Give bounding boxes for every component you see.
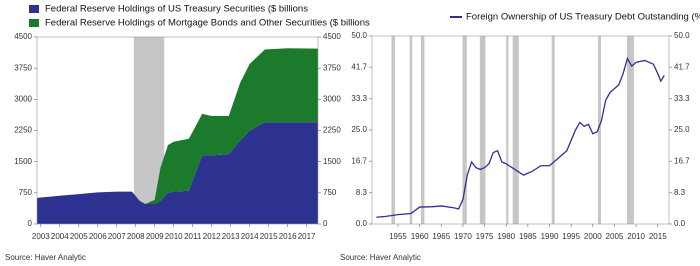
y-tick-label-right: 3000 <box>323 94 341 103</box>
recession-band <box>462 36 467 224</box>
recession-band <box>420 36 425 224</box>
legend-label: Federal Reserve Holdings of US Treasury … <box>45 4 308 15</box>
y-tick-label: 25.0 <box>351 125 367 134</box>
x-tick-label: 2009 <box>146 232 164 241</box>
y-tick-label-right: 1500 <box>323 157 341 166</box>
y-tick-label-right: 0.0 <box>674 219 686 228</box>
y-tick-label-right: 8.3 <box>674 188 686 197</box>
y-tick-label: 8.3 <box>356 188 368 197</box>
legend-swatch <box>29 19 39 27</box>
line <box>376 56 665 218</box>
y-tick-label-right: 50.0 <box>674 31 690 40</box>
y-tick-label-right: 16.7 <box>674 156 690 165</box>
x-tick-label: 1980 <box>497 232 515 241</box>
x-tick-label: 2010 <box>165 232 183 241</box>
recession-band <box>597 36 602 224</box>
x-tick-label: 1975 <box>476 232 494 241</box>
x-tick-label: 2016 <box>279 232 297 241</box>
y-tick-label-right: 3750 <box>323 63 341 72</box>
x-tick-label: 1990 <box>541 232 559 241</box>
recession-band <box>409 36 413 224</box>
x-tick-label: 2008 <box>127 232 145 241</box>
y-tick-label: 1500 <box>14 157 32 166</box>
x-tick-label: 2004 <box>51 232 69 241</box>
source-note: Source: Haver Analytic <box>5 253 86 262</box>
recession-band <box>479 36 486 224</box>
legend-swatch <box>29 5 39 13</box>
x-tick-label: 2012 <box>203 232 221 241</box>
recession-band <box>506 36 509 224</box>
y-tick-label: 16.7 <box>351 156 367 165</box>
x-tick-label: 2005 <box>70 232 88 241</box>
y-tick-label: 3000 <box>14 94 32 103</box>
x-tick-label: 2005 <box>606 232 624 241</box>
legend-label: Foreign Ownership of US Treasury Debt Ou… <box>466 12 700 23</box>
y-tick-label: 50.0 <box>351 31 367 40</box>
area <box>37 48 318 205</box>
x-tick-label: 2015 <box>649 232 667 241</box>
x-tick-label: 2007 <box>108 232 126 241</box>
x-tick-label: 2003 <box>32 232 50 241</box>
y-tick-label: 41.7 <box>351 62 367 71</box>
x-tick-label: 2006 <box>89 232 107 241</box>
legend-label: Federal Reserve Holdings of Mortgage Bon… <box>45 18 370 29</box>
source-note: Source: Haver Analytic <box>340 253 421 262</box>
recession-band <box>551 36 555 224</box>
area <box>37 122 318 224</box>
recession-band <box>627 36 634 224</box>
x-tick-label: 1965 <box>432 232 450 241</box>
y-tick-label: 4500 <box>14 32 32 41</box>
y-tick-label: 3750 <box>14 63 32 72</box>
x-tick-label: 1995 <box>562 232 580 241</box>
y-tick-label: 0.0 <box>356 219 368 228</box>
y-tick-label: 0 <box>28 219 33 228</box>
x-tick-label: 2014 <box>241 232 259 241</box>
y-tick-label-right: 25.0 <box>674 125 690 134</box>
y-tick-label-right: 2250 <box>323 126 341 135</box>
x-tick-label: 2013 <box>222 232 240 241</box>
plot-frame <box>371 35 670 225</box>
y-tick-label-right: 41.7 <box>674 62 690 71</box>
x-tick-label: 1970 <box>454 232 472 241</box>
y-tick-label-right: 4500 <box>323 32 341 41</box>
x-tick-label: 1960 <box>411 232 429 241</box>
recession-band <box>391 36 395 224</box>
y-tick-label-right: 33.3 <box>674 94 690 103</box>
recession-band <box>512 36 519 224</box>
x-tick-label: 2000 <box>584 232 602 241</box>
y-tick-label-right: 750 <box>323 188 337 197</box>
y-tick-label: 750 <box>19 188 33 197</box>
x-tick-label: 2010 <box>627 232 645 241</box>
x-tick-label: 2011 <box>184 232 202 241</box>
y-tick-label-right: 0 <box>323 219 328 228</box>
x-tick-label: 1985 <box>519 232 537 241</box>
x-tick-label: 2017 <box>298 232 316 241</box>
x-tick-label: 1955 <box>389 232 407 241</box>
y-tick-label: 33.3 <box>351 94 367 103</box>
x-tick-label: 2015 <box>260 232 278 241</box>
y-tick-label: 2250 <box>14 126 32 135</box>
